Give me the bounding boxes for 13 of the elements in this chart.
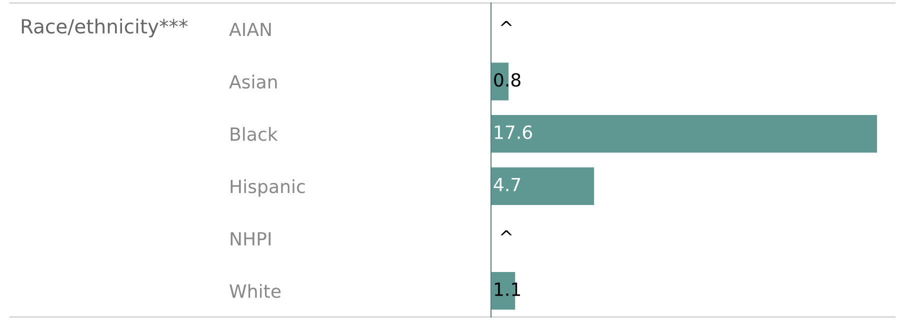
y-tick-label: Hispanic — [230, 179, 305, 197]
y-tick-label: Asian — [229, 74, 277, 89]
y-tick-label: AIAN — [229, 22, 271, 36]
data-label: 17.6 — [494, 125, 532, 140]
y-tick-label: NHPI — [230, 232, 271, 246]
data-label: 4.7 — [494, 178, 520, 192]
y-tick-label: Black — [230, 126, 278, 141]
text: ^ — [500, 230, 512, 236]
y-tick-label: White — [230, 284, 281, 298]
bar — [491, 167, 594, 206]
bar — [491, 114, 877, 153]
y-axis-title: Race/ethnicity*** — [22, 18, 188, 38]
text: ^ — [500, 20, 512, 26]
